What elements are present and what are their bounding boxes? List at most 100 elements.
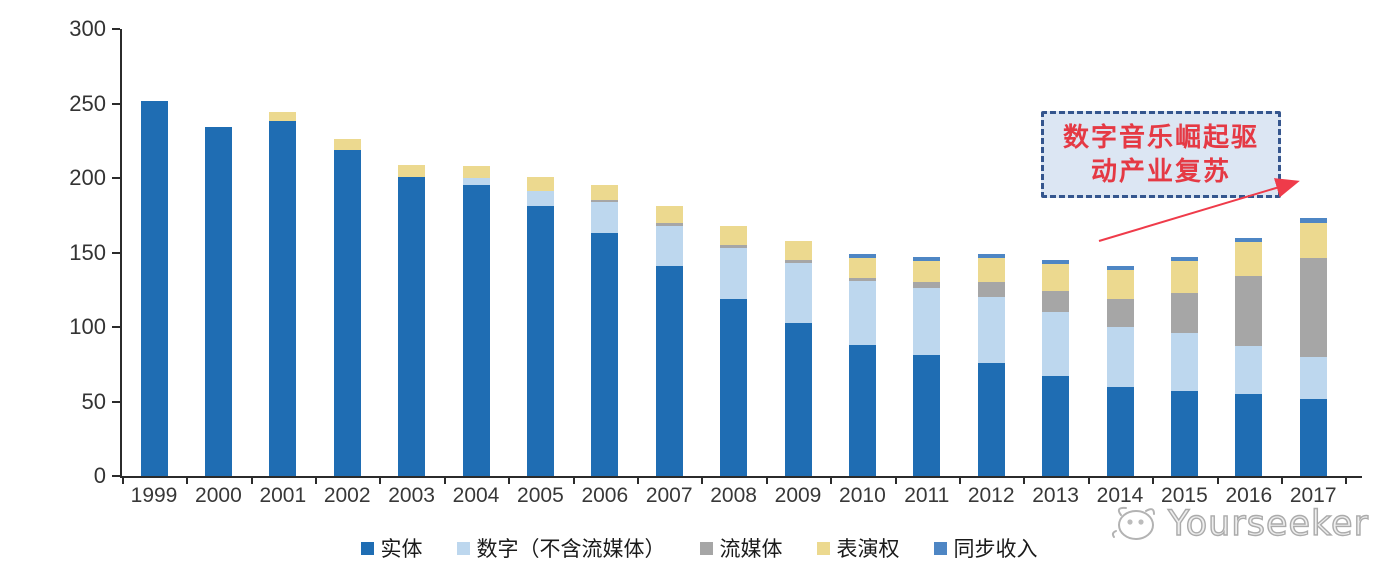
- x-axis-year-label: 2002: [323, 484, 371, 507]
- x-tick: [315, 476, 317, 484]
- bar-segment: [1170, 292, 1198, 333]
- annotation-arrow: [1098, 178, 1300, 242]
- bar-segment: [591, 201, 619, 234]
- bar-segment: [1106, 265, 1134, 271]
- bar-segment: [526, 206, 554, 476]
- bar-segment: [1170, 261, 1198, 293]
- y-tick: [112, 475, 120, 477]
- bar-segment: [848, 344, 876, 476]
- x-axis-year-label: 2014: [1096, 484, 1144, 507]
- bar-segment: [1106, 298, 1134, 327]
- annotation-callout: 数字音乐崛起驱 动产业复苏: [1041, 111, 1281, 198]
- x-axis-year-label: 2003: [388, 484, 435, 507]
- bar-segment: [1170, 391, 1198, 476]
- legend-item: 数字（不含流媒体）: [456, 533, 666, 563]
- legend-item: 同步收入: [933, 533, 1038, 563]
- x-axis-year-label: 2008: [710, 484, 757, 507]
- x-tick: [765, 476, 768, 484]
- legend-swatch: [456, 541, 470, 555]
- y-axis-tick-label: 300: [69, 16, 106, 41]
- legend-label: 同步收入: [953, 537, 1038, 561]
- bar-segment: [269, 112, 297, 122]
- bar-segment: [1235, 276, 1263, 347]
- legend-label: 流媒体: [719, 537, 783, 561]
- bar-segment: [848, 258, 876, 278]
- legend-item: 实体: [360, 533, 423, 563]
- bar-segment: [1235, 346, 1263, 395]
- x-axis-year-label: 2004: [452, 484, 500, 507]
- x-tick: [701, 476, 704, 484]
- bar-segment: [977, 297, 1005, 363]
- x-tick: [637, 476, 639, 484]
- y-axis-tick-label: 0: [93, 463, 106, 488]
- y-axis-tick-label: 50: [81, 388, 106, 414]
- bar-segment: [526, 176, 554, 192]
- x-axis-year-label: 2006: [581, 484, 629, 507]
- bar-segment: [977, 258, 1005, 283]
- bar-segment: [1042, 291, 1070, 313]
- legend-label: 实体: [380, 537, 423, 561]
- bar-segment: [784, 259, 812, 263]
- x-axis-year-label: 2000: [195, 484, 242, 507]
- x-tick: [572, 476, 575, 484]
- bar-segment: [333, 149, 361, 476]
- x-tick: [443, 476, 446, 484]
- legend-swatch: [816, 541, 830, 555]
- bar-segment: [977, 362, 1005, 476]
- x-tick: [1345, 476, 1348, 484]
- bar-segment: [655, 265, 683, 476]
- plot-area: [120, 29, 1362, 476]
- y-tick: [112, 102, 120, 105]
- x-axis-year-label: 1999: [130, 484, 178, 507]
- bar-segment: [1042, 312, 1070, 377]
- x-axis-line: [120, 476, 1362, 478]
- annotation-text-line1: 数字音乐崛起驱: [1062, 122, 1259, 152]
- x-tick: [121, 476, 124, 484]
- x-tick: [1281, 476, 1283, 484]
- legend-item: 流媒体: [699, 533, 783, 563]
- bar-segment: [655, 222, 683, 226]
- bar-segment: [462, 166, 490, 178]
- y-tick: [112, 400, 120, 403]
- x-axis-year-label: 2015: [1161, 484, 1208, 507]
- bar-segment: [462, 185, 490, 476]
- x-tick: [186, 476, 189, 484]
- bar-segment: [720, 248, 748, 299]
- y-axis-tick-label: 150: [69, 239, 106, 265]
- bar-segment: [913, 261, 941, 283]
- bar-segment: [655, 225, 683, 266]
- bar-segment: [1106, 386, 1134, 476]
- bar-segment: [1299, 222, 1327, 259]
- bar-segment: [655, 206, 683, 223]
- x-tick: [508, 476, 511, 484]
- x-tick: [1152, 476, 1155, 484]
- y-tick: [112, 177, 120, 179]
- bar-segment: [269, 121, 297, 476]
- bar-segment: [977, 282, 1005, 298]
- bar-segment: [913, 288, 941, 356]
- bar-segment: [720, 225, 748, 246]
- bar-segment: [913, 282, 941, 289]
- x-tick: [1216, 476, 1219, 484]
- chart-legend: 实体 数字（不含流媒体） 流媒体 表演权 同步收入: [0, 533, 1398, 563]
- bar-segment: [1299, 398, 1327, 476]
- x-axis-year-label: 2013: [1032, 484, 1079, 507]
- bar-segment: [140, 100, 168, 476]
- legend-swatch: [699, 541, 713, 555]
- bar-segment: [204, 127, 232, 476]
- bar-segment: [848, 277, 876, 281]
- bar-segment: [720, 245, 748, 249]
- x-axis-year-label: 2010: [839, 484, 886, 507]
- y-tick: [112, 251, 120, 254]
- bar-segment: [1235, 394, 1263, 476]
- bar-segment: [398, 176, 426, 476]
- bar-segment: [1042, 264, 1070, 292]
- bar-segment: [913, 355, 941, 476]
- x-tick: [1087, 476, 1090, 484]
- x-tick: [1023, 476, 1026, 484]
- x-tick: [894, 476, 897, 484]
- bar-segment: [1106, 327, 1134, 387]
- legend-item: 表演权: [816, 533, 900, 563]
- y-axis-tick-label: 100: [69, 314, 106, 339]
